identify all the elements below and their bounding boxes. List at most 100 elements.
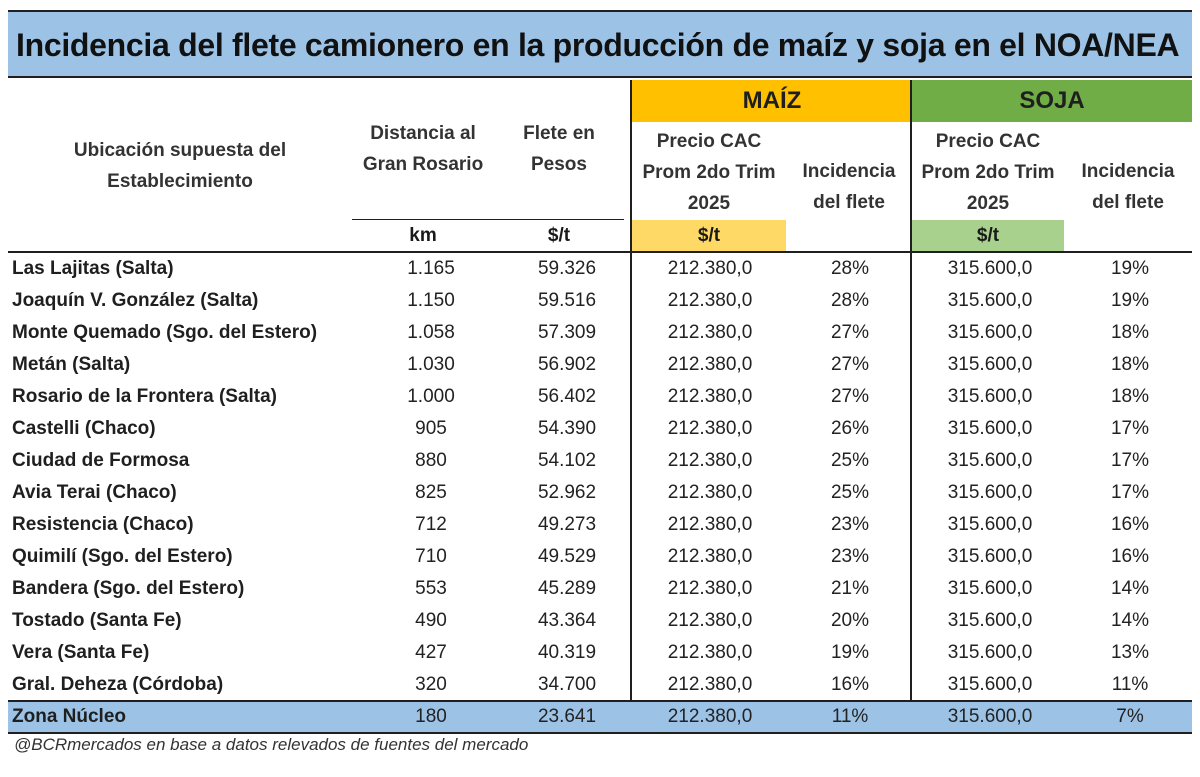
cell-precio-soja: 315.600,0 <box>947 418 1033 439</box>
cell-precio-maiz: 212.380,0 <box>667 258 753 279</box>
header-precio-maiz: Precio CAC Prom 2do Trim 2025 <box>632 126 786 219</box>
table-row: Monte Quemado (Sgo. del Estero) 1.058 57.3… <box>8 317 1192 349</box>
cell-flete: 54.390 <box>537 418 597 439</box>
header-incidencia-soja-line-1: Incidencia <box>1081 161 1175 182</box>
cell-location: Monte Quemado (Sgo. del Estero) <box>12 322 318 343</box>
cell-distance: 553 <box>415 578 447 599</box>
table-row: Joaquín V. González (Salta) 1.150 59.516 21… <box>8 285 1192 317</box>
cell-precio-maiz: 212.380,0 <box>667 354 753 375</box>
cell-precio-soja: 315.600,0 <box>947 322 1033 343</box>
header-incidencia-soja: Incidencia del flete <box>1064 156 1192 218</box>
cell-location: Tostado (Santa Fe) <box>12 610 182 631</box>
header-precio-maiz-line-1: Precio CAC <box>656 131 762 152</box>
cell-incidencia-maiz: 23% <box>830 514 870 535</box>
header-distancia-line-2: Gran Rosario <box>362 154 484 175</box>
cell-flete: 43.364 <box>537 610 597 631</box>
cell-location: Vera (Santa Fe) <box>12 642 150 663</box>
cell-precio-soja: 315.600,0 <box>947 482 1033 503</box>
cell-incidencia-soja: 19% <box>1110 290 1150 311</box>
cell-incidencia-maiz: 16% <box>830 674 870 695</box>
cell-incidencia-soja: 13% <box>1110 642 1150 663</box>
cell-incidencia-soja: 17% <box>1110 450 1150 471</box>
cell-distance: 490 <box>415 610 447 631</box>
cell-precio-soja: 315.600,0 <box>947 258 1033 279</box>
cell-flete: 56.902 <box>537 354 597 375</box>
cell-location: Metán (Salta) <box>12 354 131 375</box>
cell-precio-soja: 315.600,0 <box>947 546 1033 567</box>
cell-distance: 880 <box>415 450 447 471</box>
rule-maiz-left <box>630 80 632 700</box>
cell-distance: 710 <box>415 546 447 567</box>
cell-incidencia-maiz: 27% <box>830 322 870 343</box>
rule-header-bottom <box>8 251 1192 253</box>
cell-location: Gral. Deheza (Córdoba) <box>12 674 224 695</box>
cell-incidencia-maiz: 27% <box>830 386 870 407</box>
cell-incidencia-soja: 17% <box>1110 482 1150 503</box>
cell-incidencia-soja: 14% <box>1110 578 1150 599</box>
cell-distance: 1.030 <box>407 354 455 375</box>
table-row: Gral. Deheza (Córdoba) 320 34.700 212.380,0… <box>8 669 1192 701</box>
cell-precio-soja: 315.600,0 <box>947 290 1033 311</box>
header-flete-line-1: Flete en <box>523 123 595 144</box>
summary-distance: 180 <box>415 706 447 727</box>
cell-incidencia-maiz: 28% <box>830 290 870 311</box>
cell-location: Resistencia (Chaco) <box>12 514 194 535</box>
cell-incidencia-maiz: 25% <box>830 482 870 503</box>
cell-precio-soja: 315.600,0 <box>947 514 1033 535</box>
header-ubicacion: Ubicación supuesta del Establecimiento <box>30 135 330 197</box>
summary-flete: 23.641 <box>537 706 597 727</box>
cell-incidencia-maiz: 25% <box>830 450 870 471</box>
summary-location: Zona Núcleo <box>12 706 127 727</box>
header-incidencia-maiz-line-1: Incidencia <box>802 161 896 182</box>
cell-distance: 1.165 <box>407 258 455 279</box>
header-precio-soja: Precio CAC Prom 2do Trim 2025 <box>912 126 1064 219</box>
cell-flete: 54.102 <box>537 450 597 471</box>
table-row: Metán (Salta) 1.030 56.902 212.380,0 27% 315.… <box>8 349 1192 381</box>
cell-flete: 57.309 <box>537 322 597 343</box>
cell-incidencia-soja: 16% <box>1110 514 1150 535</box>
unit-precio-maiz: $/t <box>632 220 786 251</box>
cell-flete: 34.700 <box>537 674 597 695</box>
table-title: Incidencia del flete camionero en la pro… <box>16 27 1180 63</box>
cell-flete: 59.326 <box>537 258 597 279</box>
cell-precio-soja: 315.600,0 <box>947 610 1033 631</box>
cell-incidencia-soja: 11% <box>1111 674 1149 695</box>
table-row: Quimilí (Sgo. del Estero) 710 49.529 212.38… <box>8 541 1192 573</box>
table-row: Ciudad de Formosa 880 54.102 212.380,0 25% 31… <box>8 445 1192 477</box>
title-bar: Incidencia del flete camionero en la pro… <box>8 10 1192 78</box>
source-footer: @BCRmercados en base a datos relevados d… <box>14 735 529 754</box>
cell-incidencia-maiz: 23% <box>830 546 870 567</box>
rule-summary-top <box>8 700 1192 702</box>
unit-flete: $/t <box>547 225 571 246</box>
cell-location: Avia Terai (Chaco) <box>12 482 177 503</box>
cell-incidencia-soja: 16% <box>1110 546 1150 567</box>
header-precio-soja-line-2: Prom 2do Trim <box>921 162 1055 183</box>
table-row: Avia Terai (Chaco) 825 52.962 212.380,0 25% 3… <box>8 477 1192 509</box>
cell-precio-soja: 315.600,0 <box>947 642 1033 663</box>
unit-precio-soja: $/t <box>912 220 1064 251</box>
header-ubicacion-line-1: Ubicación supuesta del <box>73 140 287 161</box>
cell-incidencia-soja: 19% <box>1110 258 1150 279</box>
cell-flete: 52.962 <box>537 482 597 503</box>
cell-precio-maiz: 212.380,0 <box>667 674 753 695</box>
cell-incidencia-soja: 14% <box>1110 610 1150 631</box>
cell-incidencia-maiz: 27% <box>830 354 870 375</box>
cell-location: Ciudad de Formosa <box>12 450 190 471</box>
cell-distance: 427 <box>415 642 447 663</box>
cell-flete: 49.529 <box>537 546 597 567</box>
table-row: Resistencia (Chaco) 712 49.273 212.380,0 23%… <box>8 509 1192 541</box>
header-precio-soja-line-1: Precio CAC <box>935 131 1041 152</box>
cell-incidencia-maiz: 19% <box>830 642 870 663</box>
cell-incidencia-soja: 18% <box>1110 322 1150 343</box>
cell-precio-maiz: 212.380,0 <box>667 642 753 663</box>
table-row: Castelli (Chaco) 905 54.390 212.380,0 26% 315… <box>8 413 1192 445</box>
cell-location: Castelli (Chaco) <box>12 418 156 439</box>
cell-incidencia-soja: 18% <box>1110 386 1150 407</box>
rule-units-top <box>352 219 624 220</box>
summary-incidencia-soja: 7% <box>1116 706 1144 727</box>
cell-precio-soja: 315.600,0 <box>947 578 1033 599</box>
header-ubicacion-line-2: Establecimiento <box>107 171 253 192</box>
table-row: Vera (Santa Fe) 427 40.319 212.380,0 19% 315.… <box>8 637 1192 669</box>
cell-flete: 40.319 <box>537 642 597 663</box>
cell-precio-maiz: 212.380,0 <box>667 610 753 631</box>
